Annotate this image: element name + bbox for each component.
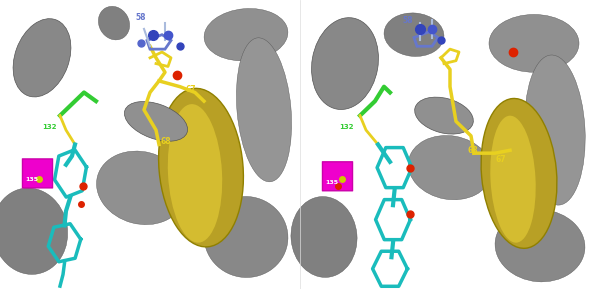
Ellipse shape xyxy=(168,104,222,243)
Text: 67: 67 xyxy=(186,86,197,95)
Ellipse shape xyxy=(0,188,68,274)
Ellipse shape xyxy=(490,116,536,243)
Ellipse shape xyxy=(158,88,244,247)
Ellipse shape xyxy=(495,210,585,282)
Text: 135: 135 xyxy=(325,179,338,184)
Text: 132: 132 xyxy=(42,124,56,129)
Ellipse shape xyxy=(291,197,357,277)
Ellipse shape xyxy=(204,197,288,277)
Text: 135: 135 xyxy=(25,177,38,181)
Ellipse shape xyxy=(236,38,292,182)
Ellipse shape xyxy=(481,99,557,248)
Ellipse shape xyxy=(408,136,492,200)
Ellipse shape xyxy=(384,13,444,56)
FancyBboxPatch shape xyxy=(322,162,353,191)
Text: 68: 68 xyxy=(468,146,479,155)
Ellipse shape xyxy=(415,97,473,134)
Ellipse shape xyxy=(525,55,585,205)
Bar xyxy=(0,0,300,289)
Bar xyxy=(300,0,600,289)
Ellipse shape xyxy=(97,151,185,225)
Ellipse shape xyxy=(124,101,188,141)
Text: 67: 67 xyxy=(495,155,506,164)
Ellipse shape xyxy=(204,8,288,61)
Ellipse shape xyxy=(489,14,579,72)
Ellipse shape xyxy=(311,18,379,110)
Text: 68: 68 xyxy=(161,138,171,147)
Text: 58: 58 xyxy=(403,16,413,25)
Ellipse shape xyxy=(13,19,71,97)
Text: 132: 132 xyxy=(339,124,353,129)
Text: 58: 58 xyxy=(136,13,146,22)
Ellipse shape xyxy=(98,6,130,40)
FancyBboxPatch shape xyxy=(22,159,53,188)
